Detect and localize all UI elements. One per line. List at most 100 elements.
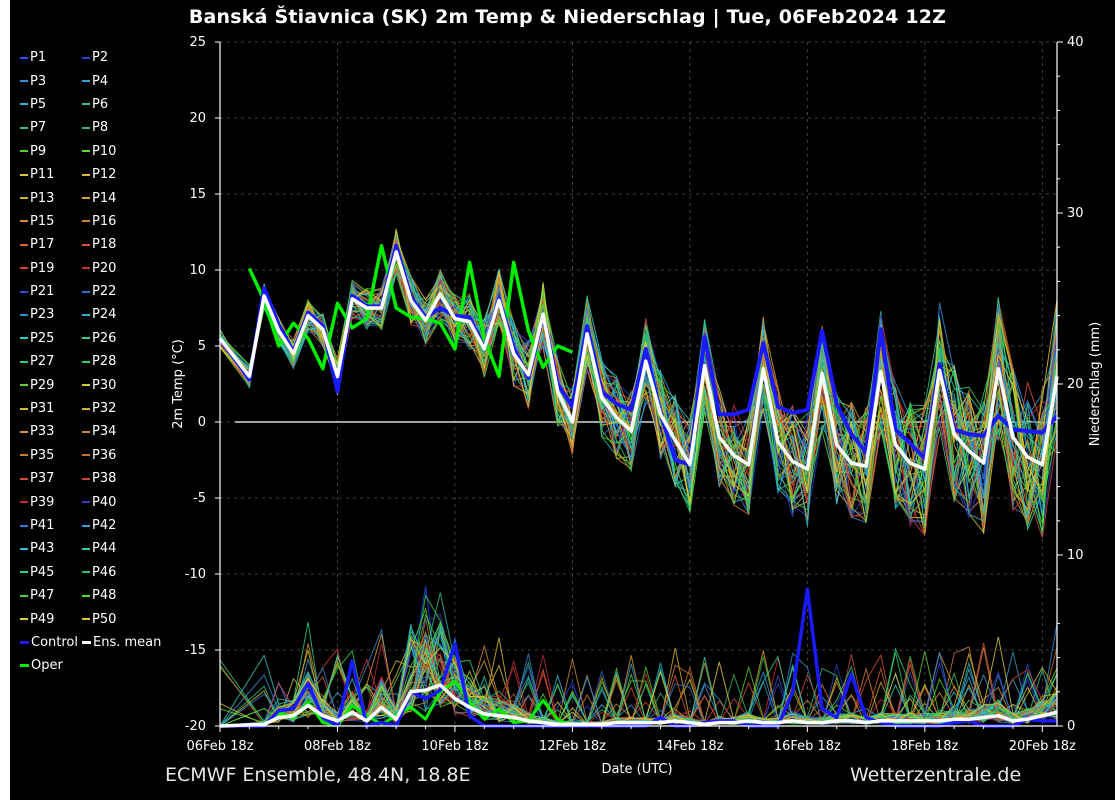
chart-plot: 25 20 15 10 5 0 -5 -10 -15 -20 40 30 20 10 0 06Feb 18z 0… (171, 35, 1103, 777)
legend-swatch (82, 337, 90, 340)
legend-label: P7 (30, 120, 47, 136)
legend-label: P6 (92, 96, 109, 112)
legend-swatch (82, 477, 90, 480)
legend-item: P6 (82, 93, 182, 116)
x-tick-label: 08Feb 18z (304, 739, 371, 754)
legend-label: P5 (30, 96, 47, 112)
legend-label: P15 (30, 213, 55, 229)
legend-item: P1 (20, 46, 82, 69)
x-tick-label: 14Feb 18z (656, 739, 723, 754)
legend-item: Control (20, 631, 82, 654)
legend-item: P15 (20, 210, 82, 233)
legend-item: P42 (82, 514, 182, 537)
ensemble-members (219, 228, 1058, 727)
legend: P1 P2 P3 P4 P5 P6 P7 P8 P9 P10 P11 P12 P13 P14 P15 P16 P… (20, 46, 190, 678)
legend-swatch (20, 664, 29, 668)
legend-label: P46 (92, 564, 117, 580)
member-precip-line (219, 636, 1058, 727)
legend-item: P16 (82, 210, 182, 233)
highlight-series (218, 243, 1059, 728)
legend-item: P19 (20, 257, 82, 280)
legend-swatch (82, 290, 90, 293)
legend-item: P41 (20, 514, 82, 537)
footer-site: Wetterzentrale.de (850, 764, 1022, 786)
legend-swatch (20, 640, 29, 644)
y-tick-label: 0 (198, 415, 206, 430)
x-tick-label: 06Feb 18z (186, 739, 253, 754)
legend-label: P33 (30, 424, 55, 440)
legend-item: P13 (20, 186, 82, 209)
legend-label: P32 (92, 401, 117, 417)
legend-item: P35 (20, 444, 82, 467)
legend-swatch (20, 594, 28, 597)
y-tick-label: 5 (198, 339, 206, 354)
legend-label: P48 (92, 588, 117, 604)
legend-label: P24 (92, 307, 117, 323)
legend-label: P47 (30, 588, 55, 604)
legend-label: P26 (92, 330, 117, 346)
legend-swatch (20, 267, 28, 270)
x-tick-label: 12Feb 18z (539, 739, 606, 754)
y2-tick-label: 0 (1067, 719, 1075, 734)
legend-label: P14 (92, 190, 117, 206)
legend-swatch (82, 197, 90, 200)
legend-swatch (82, 80, 90, 83)
legend-item: P49 (20, 607, 82, 630)
legend-label: P19 (30, 260, 55, 276)
y-tick-label: 15 (189, 187, 206, 202)
legend-item: P47 (20, 584, 82, 607)
x-tick-label: 18Feb 18z (891, 739, 958, 754)
legend-swatch (20, 126, 28, 129)
legend-label: P18 (92, 237, 117, 253)
chart-title: Banská Štiavnica (SK) 2m Temp & Niedersc… (188, 6, 947, 28)
legend-item: P33 (20, 420, 82, 443)
legend-item: P25 (20, 327, 82, 350)
legend-label: P8 (92, 120, 109, 136)
legend-item: P28 (82, 350, 182, 373)
legend-swatch (20, 103, 28, 106)
legend-label: P34 (92, 424, 117, 440)
legend-item: P21 (20, 280, 82, 303)
legend-swatch (82, 103, 90, 106)
mean-precip-line (219, 683, 1058, 728)
x-axis-label: Date (UTC) (601, 762, 672, 777)
legend-item: P17 (20, 233, 82, 256)
y-tick-label: -15 (185, 643, 206, 658)
legend-swatch (20, 290, 28, 293)
mean-temp-line (218, 250, 1059, 471)
legend-swatch (20, 56, 28, 59)
y-tick-label: -5 (193, 491, 206, 506)
legend-swatch (20, 360, 28, 363)
legend-label: P13 (30, 190, 55, 206)
y2-tick-label: 30 (1067, 206, 1084, 221)
legend-label: P39 (30, 494, 55, 510)
legend-label: P2 (92, 50, 109, 66)
legend-swatch (20, 477, 28, 480)
legend-label: P10 (92, 143, 117, 159)
legend-label: P11 (30, 167, 55, 183)
legend-label: P21 (30, 284, 55, 300)
legend-label: P28 (92, 354, 117, 370)
legend-swatch (82, 454, 90, 457)
legend-swatch (20, 571, 28, 574)
legend-label: P50 (92, 611, 117, 627)
legend-swatch (82, 173, 90, 176)
legend-item: P31 (20, 397, 82, 420)
legend-label: P41 (30, 518, 55, 533)
legend-item: P2 (82, 46, 182, 69)
legend-item: P10 (82, 140, 182, 163)
legend-label: P12 (92, 167, 117, 183)
member-temp-line (219, 272, 1058, 532)
legend-label: P22 (92, 284, 117, 300)
legend-swatch (82, 313, 90, 316)
y-tick-label: -20 (185, 719, 206, 734)
legend-item: P7 (20, 116, 82, 139)
legend-item: P48 (82, 584, 182, 607)
legend-label: P45 (30, 564, 55, 580)
legend-label: Ens. mean (93, 634, 162, 650)
legend-swatch (20, 454, 28, 457)
legend-swatch (82, 243, 90, 246)
legend-label: P43 (30, 541, 55, 557)
legend-item: P30 (82, 373, 182, 396)
legend-swatch (20, 173, 28, 176)
